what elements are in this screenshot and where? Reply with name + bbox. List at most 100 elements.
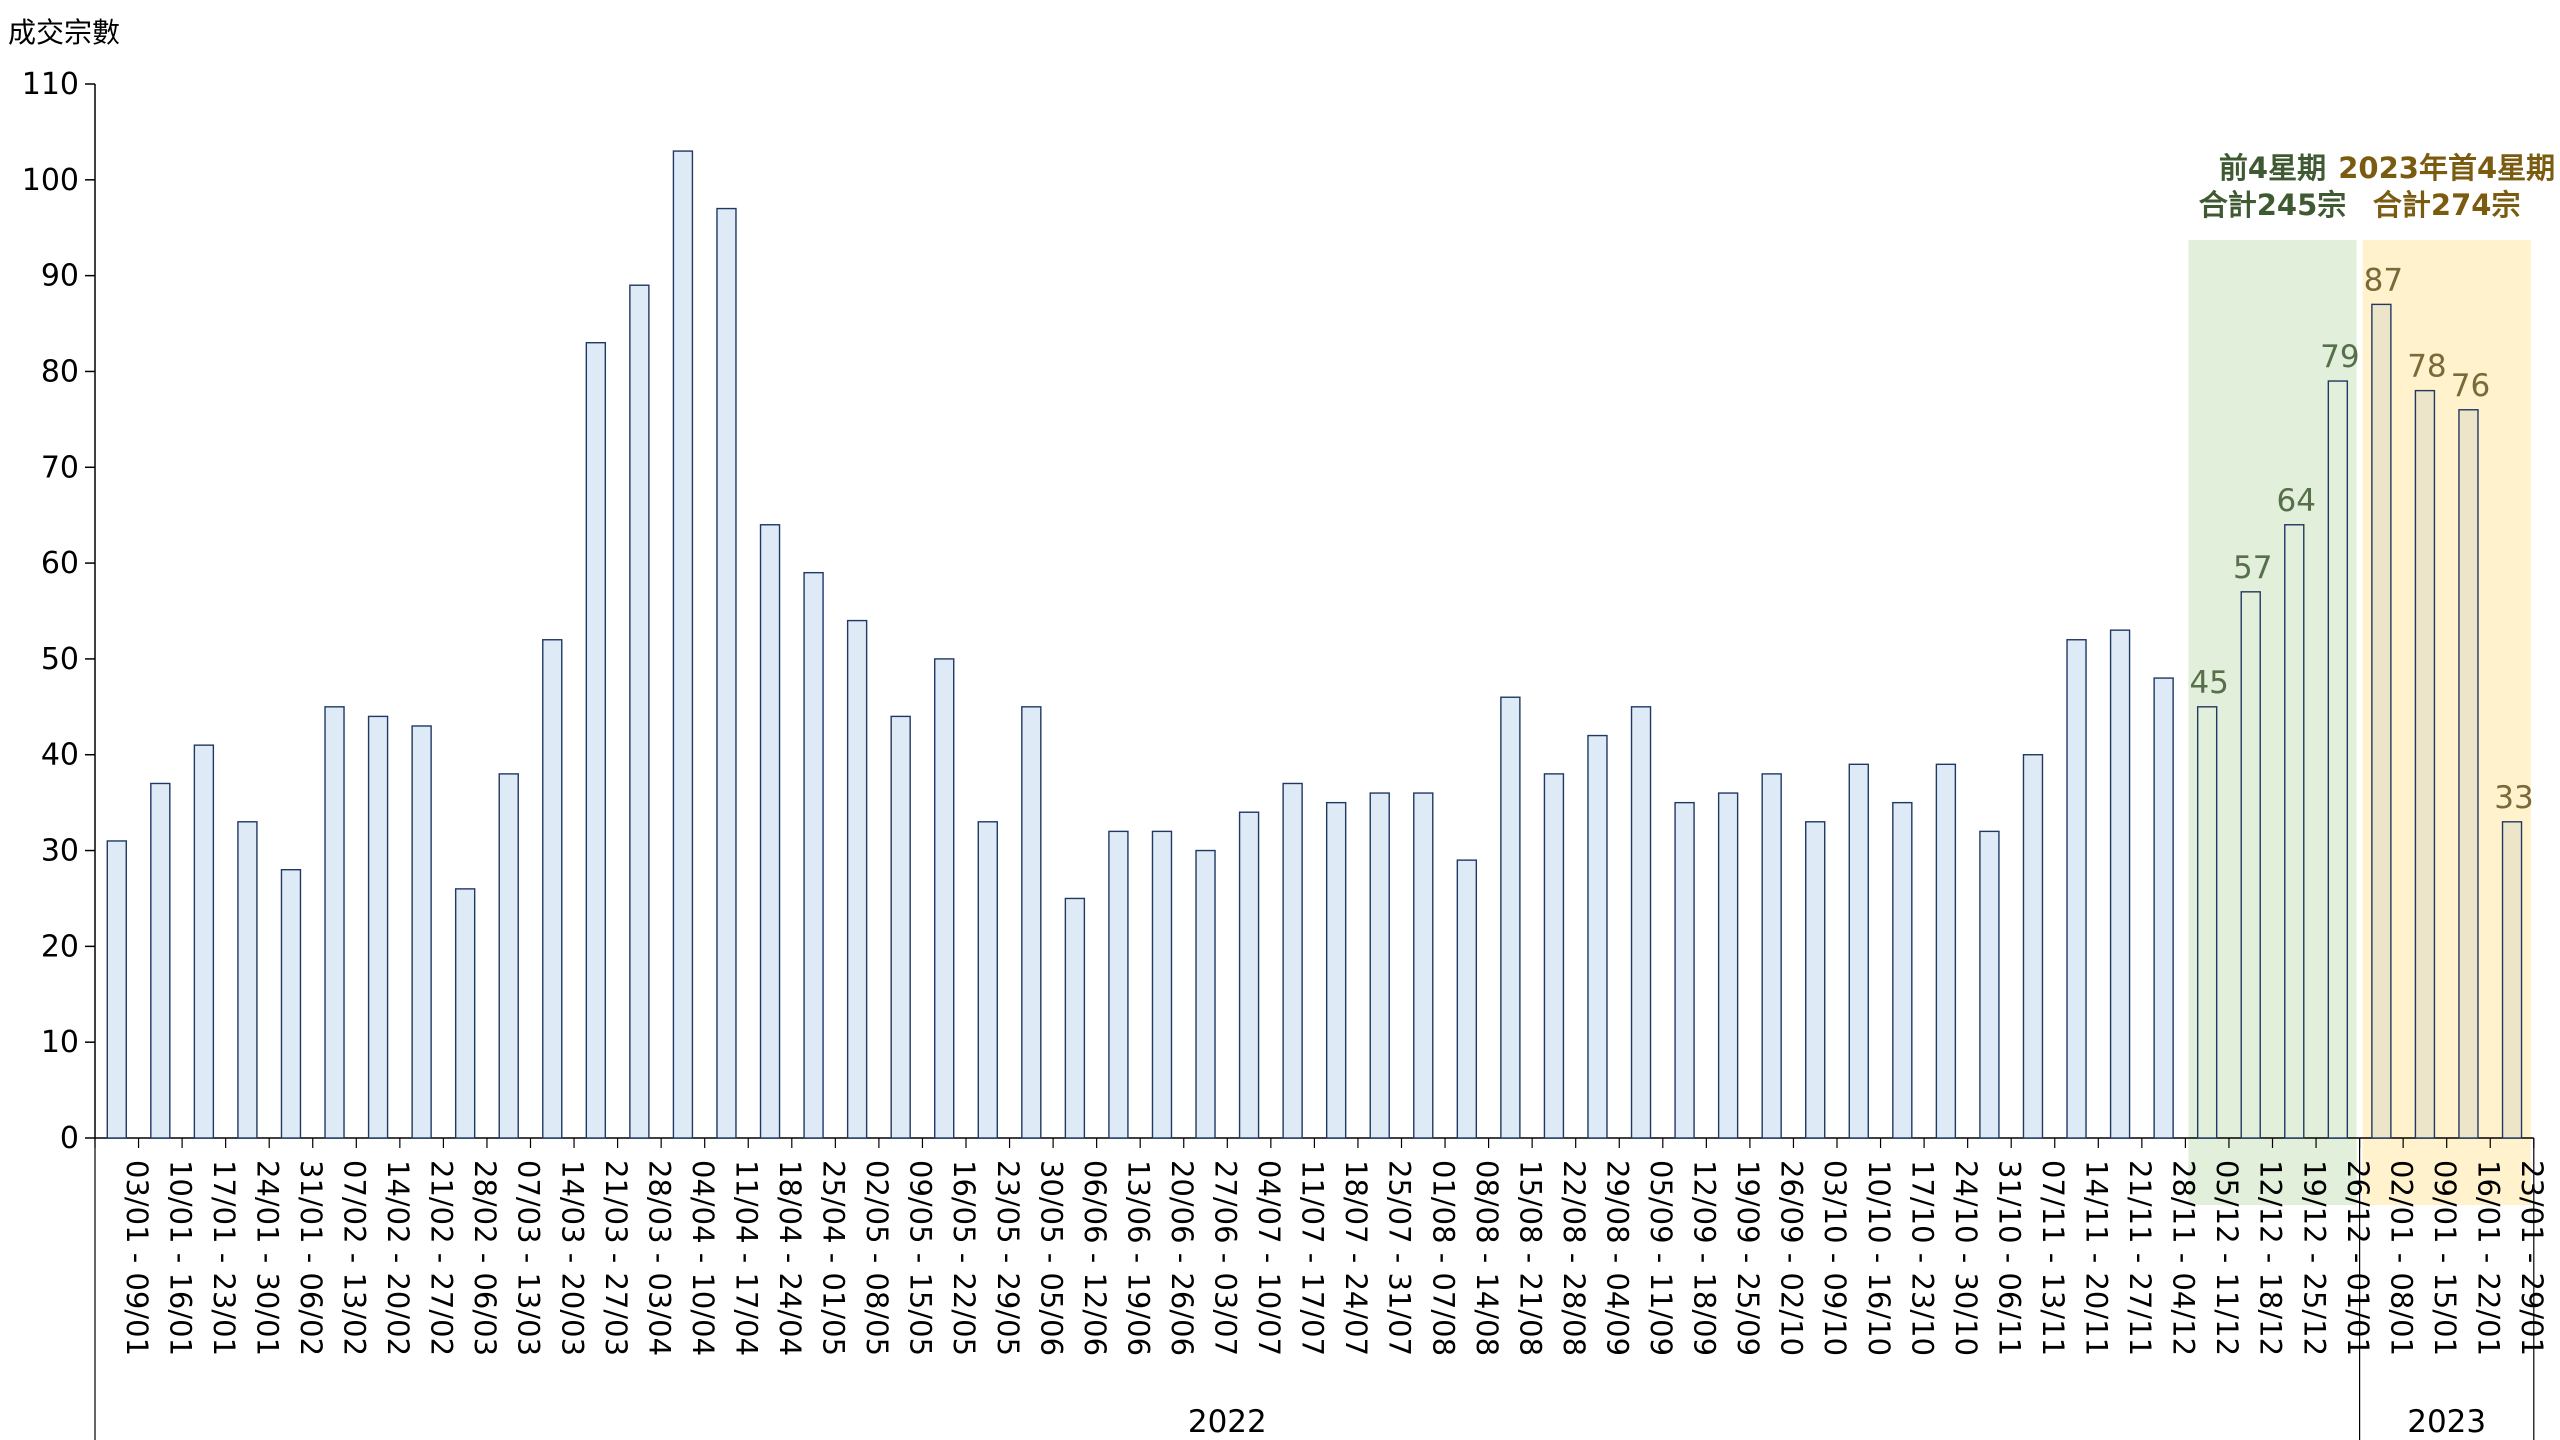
y-tick-label-90: 90: [41, 259, 79, 294]
category-label-46: 14/11 - 20/11: [2080, 1160, 2114, 1356]
y-tick-label-60: 60: [41, 546, 79, 581]
category-label-26: 27/06 - 03/07: [1209, 1160, 1243, 1356]
group-label-1: 2022: [1188, 1404, 1267, 1440]
category-label-24: 13/06 - 19/06: [1121, 1160, 1155, 1356]
category-label-45: 07/11 - 13/11: [2036, 1160, 2070, 1356]
bar-53: [2371, 303, 2392, 1139]
bar-16: [759, 524, 781, 1139]
highlight-note-2-line-1: 2023年首4星期: [2338, 151, 2555, 185]
bar-41: [1848, 763, 1869, 1139]
category-label-28: 11/07 - 17/07: [1296, 1160, 1330, 1356]
group-label-2: 2023: [2407, 1404, 2486, 1440]
bar-10: [498, 773, 519, 1139]
data-label-52: 79: [2320, 339, 2359, 375]
bar-30: [1369, 792, 1390, 1139]
bar-34: [1543, 773, 1565, 1139]
category-label-6: 07/02 - 13/02: [338, 1160, 372, 1356]
category-label-7: 14/02 - 20/02: [381, 1160, 415, 1356]
category-label-40: 03/10 - 09/10: [1818, 1160, 1852, 1356]
category-label-22: 30/05 - 05/06: [1034, 1160, 1068, 1356]
bar-19: [890, 715, 911, 1139]
bar-1: [106, 840, 127, 1139]
category-label-27: 04/07 - 10/07: [1252, 1160, 1286, 1356]
category-label-5: 31/01 - 06/02: [294, 1160, 328, 1356]
bar-49: [2196, 706, 2218, 1139]
bar-11: [542, 639, 563, 1139]
bar-43: [1935, 763, 1957, 1139]
bar-23: [1064, 897, 1086, 1139]
bar-42: [1892, 801, 1913, 1139]
bar-39: [1761, 773, 1782, 1139]
bar-3: [193, 744, 215, 1139]
bar-22: [1021, 706, 1042, 1139]
category-label-55: 16/01 - 22/01: [2471, 1160, 2505, 1356]
bar-28: [1282, 782, 1303, 1139]
data-label-55: 76: [2451, 368, 2490, 404]
category-label-14: 04/04 - 10/04: [686, 1160, 720, 1356]
category-label-32: 08/08 - 14/08: [1470, 1160, 1504, 1356]
category-label-31: 01/08 - 07/08: [1426, 1160, 1460, 1356]
bar-20: [934, 658, 955, 1139]
bar-37: [1674, 801, 1695, 1139]
highlight-note-1-line-2: 合計245宗: [2199, 188, 2347, 222]
data-label-53: 87: [2364, 262, 2403, 298]
bar-9: [454, 888, 476, 1139]
bar-15: [716, 207, 737, 1139]
category-label-30: 25/07 - 31/07: [1383, 1160, 1417, 1356]
data-label-49: 45: [2189, 665, 2228, 701]
bar-7: [367, 715, 389, 1139]
category-label-4: 24/01 - 30/01: [250, 1160, 284, 1356]
y-tick-label-30: 30: [41, 834, 79, 869]
category-label-23: 06/06 - 12/06: [1078, 1160, 1112, 1356]
bar-12: [585, 342, 607, 1139]
y-tick-label-0: 0: [60, 1121, 79, 1156]
data-label-51: 64: [2277, 483, 2316, 519]
category-label-42: 17/10 - 23/10: [1905, 1160, 1939, 1356]
bar-54: [2414, 389, 2436, 1139]
category-label-36: 05/09 - 11/09: [1644, 1160, 1678, 1356]
highlight-note-2-line-2: 合計274宗: [2373, 188, 2521, 222]
data-label-54: 78: [2407, 349, 2446, 385]
category-label-9: 28/02 - 06/03: [468, 1160, 502, 1356]
category-label-19: 09/05 - 15/05: [904, 1160, 938, 1356]
category-label-15: 11/04 - 17/04: [729, 1160, 763, 1356]
category-label-21: 23/05 - 29/05: [991, 1160, 1025, 1356]
bar-27: [1238, 811, 1260, 1139]
y-tick-label-20: 20: [41, 929, 79, 964]
category-label-43: 24/10 - 30/10: [1949, 1160, 1983, 1356]
bar-35: [1587, 734, 1608, 1139]
category-label-56: 23/01 - 29/01: [2515, 1160, 2549, 1356]
bar-4: [237, 821, 258, 1139]
bar-51: [2284, 524, 2305, 1139]
category-label-18: 02/05 - 08/05: [860, 1160, 894, 1356]
category-label-34: 22/08 - 28/08: [1557, 1160, 1591, 1356]
category-label-37: 12/09 - 18/09: [1688, 1160, 1722, 1356]
category-label-8: 21/02 - 27/02: [425, 1160, 459, 1356]
bar-5: [280, 869, 302, 1139]
bar-33: [1500, 696, 1521, 1139]
category-label-2: 10/01 - 16/01: [163, 1160, 197, 1356]
bar-18: [846, 619, 868, 1139]
category-label-35: 29/08 - 04/09: [1600, 1160, 1634, 1356]
highlight-note-1-line-1: 前4星期: [2219, 151, 2326, 185]
bar-48: [2153, 677, 2174, 1139]
category-label-11: 14/03 - 20/03: [555, 1160, 589, 1356]
category-label-52: 26/12 - 01/01: [2341, 1160, 2375, 1356]
category-label-49: 05/12 - 11/12: [2210, 1160, 2244, 1356]
category-label-20: 16/05 - 22/05: [947, 1160, 981, 1356]
bar-46: [2066, 639, 2087, 1139]
category-label-41: 10/10 - 16/10: [1862, 1160, 1896, 1356]
bar-8: [411, 725, 432, 1139]
bar-29: [1325, 801, 1347, 1139]
bar-36: [1630, 706, 1652, 1139]
bar-52: [2327, 380, 2349, 1139]
y-tick-label-70: 70: [41, 450, 79, 485]
y-axis-title: 成交宗數: [8, 16, 120, 49]
category-label-29: 18/07 - 24/07: [1339, 1160, 1373, 1356]
category-label-10: 07/03 - 13/03: [512, 1160, 546, 1356]
bar-31: [1413, 792, 1434, 1139]
bar-17: [803, 571, 824, 1139]
category-label-50: 12/12 - 18/12: [2254, 1160, 2288, 1356]
